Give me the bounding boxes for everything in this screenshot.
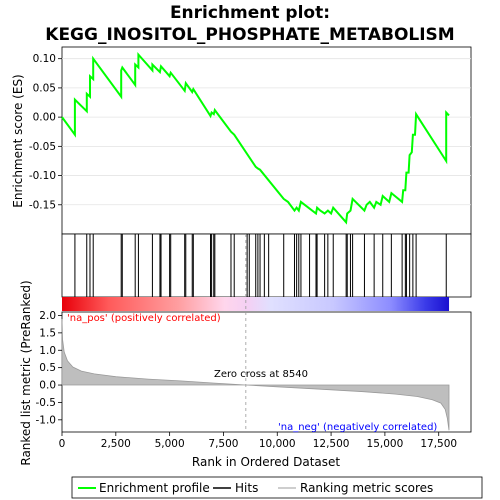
x-axis-label: Rank in Ordered Dataset [192, 455, 340, 469]
negative-correlation-label: 'na_neg' (negatively correlated) [278, 422, 437, 433]
rank-color-bar [62, 297, 450, 311]
es-y-tick-label: 0.10 [33, 53, 56, 65]
x-axis-ticks: 0 2,500 5,000 7,500 10,000 12,500 15,000 17,500 [59, 432, 457, 450]
chart-title-line-2: KEGG_INOSITOL_PHOSPHATE_METABOLISM [45, 25, 454, 45]
x-tick-label: 5,000 [155, 438, 185, 450]
hits-panel-frame [61, 233, 472, 298]
legend-item-ranking-metric: Ranking metric scores [300, 481, 433, 495]
es-y-axis-ticks: -0.15 -0.10 -0.05 0.00 0.05 0.10 [29, 53, 62, 211]
es-y-tick-label: 0.05 [33, 82, 56, 94]
metric-y-tick-label: 2.0 [39, 310, 56, 322]
metric-y-tick-label: 0.5 [39, 362, 56, 374]
metric-y-tick-label: 1.0 [39, 345, 56, 357]
zero-cross-label: Zero cross at 8540 [214, 369, 308, 380]
es-y-tick-label: 0.00 [33, 112, 56, 124]
enrichment-profile-line [61, 51, 450, 225]
metric-y-axis-label: Ranked list metric (PreRanked) [19, 280, 33, 465]
es-panel-frame [61, 46, 472, 235]
metric-y-axis-ticks: -1.0 -0.5 0.0 0.5 1.0 1.5 2.0 [36, 310, 62, 426]
x-tick-label: 7,500 [208, 438, 238, 450]
es-y-tick-label: -0.05 [29, 141, 56, 153]
metric-y-tick-label: 1.5 [39, 327, 56, 339]
legend-item-enrichment-profile: Enrichment profile [99, 481, 210, 495]
x-tick-label: 2,500 [101, 438, 131, 450]
legend-box [71, 476, 483, 499]
metric-y-tick-label: -0.5 [36, 397, 57, 409]
gene-hits [74, 234, 447, 297]
es-gridlines [62, 58, 471, 206]
x-tick-label: 0 [59, 438, 66, 450]
x-tick-label: 12,500 [313, 438, 350, 450]
positive-correlation-label: 'na_pos' (positively correlated) [67, 313, 221, 324]
metric-panel-frame [61, 311, 472, 433]
es-y-tick-label: -0.10 [29, 170, 56, 182]
legend-item-hits: Hits [235, 481, 258, 495]
chart-title-line-1: Enrichment plot: [170, 3, 330, 23]
metric-y-tick-label: -1.0 [36, 414, 57, 426]
es-y-tick-label: -0.15 [29, 199, 56, 211]
es-y-axis-label: Enrichment score (ES) [11, 74, 25, 207]
x-tick-label: 17,500 [420, 438, 457, 450]
x-tick-label: 15,000 [367, 438, 404, 450]
x-tick-label: 10,000 [259, 438, 296, 450]
metric-y-tick-label: 0.0 [39, 380, 56, 392]
